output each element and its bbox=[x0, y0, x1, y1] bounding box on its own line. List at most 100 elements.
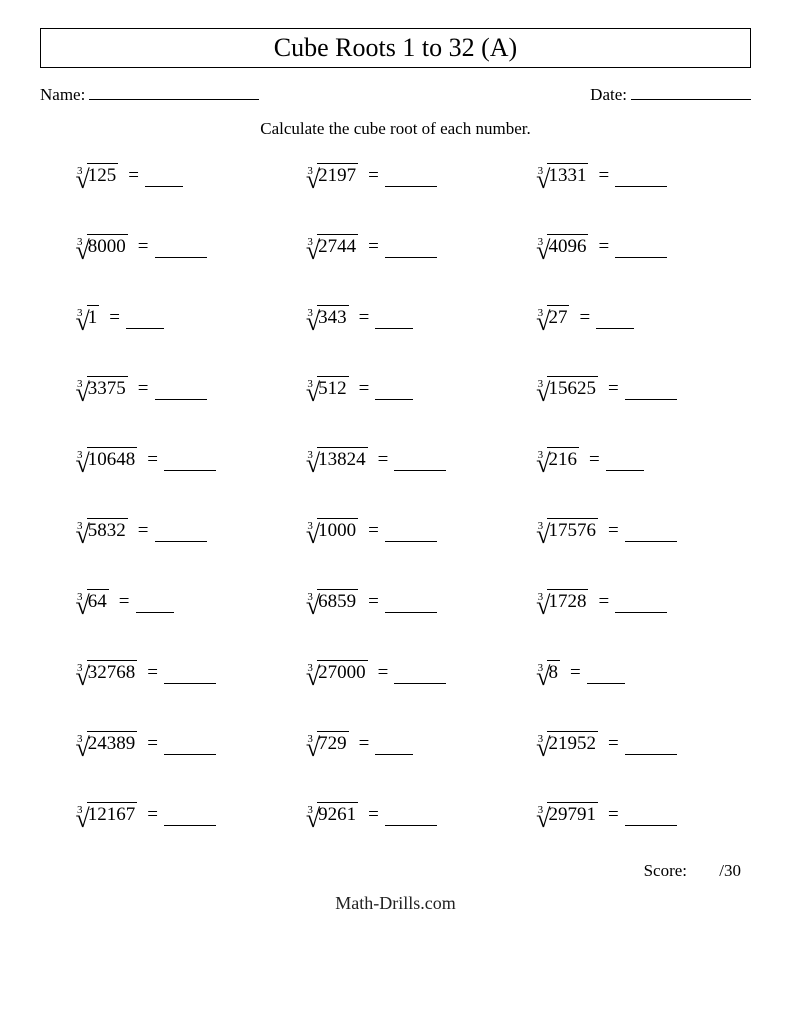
radicand: 1000 bbox=[317, 518, 358, 543]
root-index: 3 bbox=[77, 804, 83, 816]
radicand: 13824 bbox=[317, 447, 368, 472]
answer-blank[interactable] bbox=[625, 741, 677, 755]
answer-blank[interactable] bbox=[596, 315, 634, 329]
answer-blank[interactable] bbox=[385, 173, 437, 187]
radicand: 6859 bbox=[317, 589, 358, 614]
equals-sign: = bbox=[608, 804, 619, 826]
radicand: 9261 bbox=[317, 802, 358, 827]
root-index: 3 bbox=[77, 236, 83, 248]
root-index: 3 bbox=[538, 307, 544, 319]
equals-sign: = bbox=[368, 165, 379, 187]
root-index: 3 bbox=[538, 165, 544, 177]
problem-cell: 3√29791= bbox=[511, 802, 741, 827]
radical: 3√1000 bbox=[300, 518, 358, 543]
root-index: 3 bbox=[307, 236, 313, 248]
equals-sign: = bbox=[128, 165, 139, 187]
radicand: 512 bbox=[317, 376, 349, 401]
answer-blank[interactable] bbox=[385, 812, 437, 826]
answer-blank[interactable] bbox=[375, 386, 413, 400]
instruction-text: Calculate the cube root of each number. bbox=[40, 119, 751, 139]
answer-blank[interactable] bbox=[375, 741, 413, 755]
answer-blank[interactable] bbox=[385, 599, 437, 613]
answer-blank[interactable] bbox=[394, 457, 446, 471]
answer-blank[interactable] bbox=[375, 315, 413, 329]
root-index: 3 bbox=[307, 804, 313, 816]
equals-sign: = bbox=[147, 662, 158, 684]
problem-cell: 3√216= bbox=[511, 447, 741, 472]
answer-blank[interactable] bbox=[615, 173, 667, 187]
root-index: 3 bbox=[307, 449, 313, 461]
score-label: Score: bbox=[644, 861, 687, 880]
answer-blank[interactable] bbox=[164, 812, 216, 826]
problem-cell: 3√10648= bbox=[50, 447, 280, 472]
problem-cell: 3√8= bbox=[511, 660, 741, 685]
radical: 3√17576 bbox=[531, 518, 598, 543]
root-index: 3 bbox=[538, 591, 544, 603]
name-input-line[interactable] bbox=[89, 84, 259, 100]
problem-cell: 3√21952= bbox=[511, 731, 741, 756]
radicand: 729 bbox=[317, 731, 349, 756]
radical: 3√32768 bbox=[70, 660, 137, 685]
name-label: Name: bbox=[40, 85, 85, 105]
equals-sign: = bbox=[359, 378, 370, 400]
root-index: 3 bbox=[307, 520, 313, 532]
equals-sign: = bbox=[579, 307, 590, 329]
answer-blank[interactable] bbox=[145, 173, 183, 187]
answer-blank[interactable] bbox=[164, 741, 216, 755]
radical: 3√512 bbox=[300, 376, 348, 401]
root-index: 3 bbox=[307, 733, 313, 745]
answer-blank[interactable] bbox=[385, 244, 437, 258]
radicand: 64 bbox=[87, 589, 109, 614]
equals-sign: = bbox=[608, 733, 619, 755]
answer-blank[interactable] bbox=[625, 528, 677, 542]
answer-blank[interactable] bbox=[615, 599, 667, 613]
radicand: 4096 bbox=[547, 234, 588, 259]
radical: 3√343 bbox=[300, 305, 348, 330]
root-index: 3 bbox=[77, 307, 83, 319]
radicand: 1728 bbox=[547, 589, 588, 614]
problem-cell: 3√1728= bbox=[511, 589, 741, 614]
answer-blank[interactable] bbox=[164, 457, 216, 471]
equals-sign: = bbox=[147, 804, 158, 826]
equals-sign: = bbox=[570, 662, 581, 684]
answer-blank[interactable] bbox=[126, 315, 164, 329]
worksheet-title: Cube Roots 1 to 32 (A) bbox=[41, 33, 750, 63]
answer-blank[interactable] bbox=[394, 670, 446, 684]
problem-cell: 3√5832= bbox=[50, 518, 280, 543]
equals-sign: = bbox=[608, 378, 619, 400]
radicand: 5832 bbox=[87, 518, 128, 543]
answer-blank[interactable] bbox=[164, 670, 216, 684]
equals-sign: = bbox=[598, 165, 609, 187]
radical: 3√24389 bbox=[70, 731, 137, 756]
radical: 3√1331 bbox=[531, 163, 589, 188]
answer-blank[interactable] bbox=[136, 599, 174, 613]
answer-blank[interactable] bbox=[625, 812, 677, 826]
answer-blank[interactable] bbox=[587, 670, 625, 684]
problem-cell: 3√32768 = bbox=[50, 660, 280, 685]
root-index: 3 bbox=[538, 236, 544, 248]
answer-blank[interactable] bbox=[625, 386, 677, 400]
answer-blank[interactable] bbox=[385, 528, 437, 542]
date-input-line[interactable] bbox=[631, 84, 751, 100]
root-index: 3 bbox=[538, 520, 544, 532]
problem-cell: 3√729= bbox=[280, 731, 510, 756]
equals-sign: = bbox=[378, 449, 389, 471]
radicand: 12167 bbox=[87, 802, 138, 827]
answer-blank[interactable] bbox=[155, 386, 207, 400]
root-index: 3 bbox=[77, 520, 83, 532]
problem-cell: 3√1= bbox=[50, 305, 280, 330]
problem-cell: 3√9261= bbox=[280, 802, 510, 827]
answer-blank[interactable] bbox=[155, 244, 207, 258]
radicand: 27 bbox=[547, 305, 569, 330]
title-box: Cube Roots 1 to 32 (A) bbox=[40, 28, 751, 68]
equals-sign: = bbox=[598, 591, 609, 613]
equals-sign: = bbox=[138, 236, 149, 258]
problem-cell: 3√343= bbox=[280, 305, 510, 330]
problem-cell: 3√6859= bbox=[280, 589, 510, 614]
answer-blank[interactable] bbox=[606, 457, 644, 471]
radical: 3√216 bbox=[531, 447, 579, 472]
problem-cell: 3√2744= bbox=[280, 234, 510, 259]
answer-blank[interactable] bbox=[615, 244, 667, 258]
answer-blank[interactable] bbox=[155, 528, 207, 542]
root-index: 3 bbox=[77, 449, 83, 461]
